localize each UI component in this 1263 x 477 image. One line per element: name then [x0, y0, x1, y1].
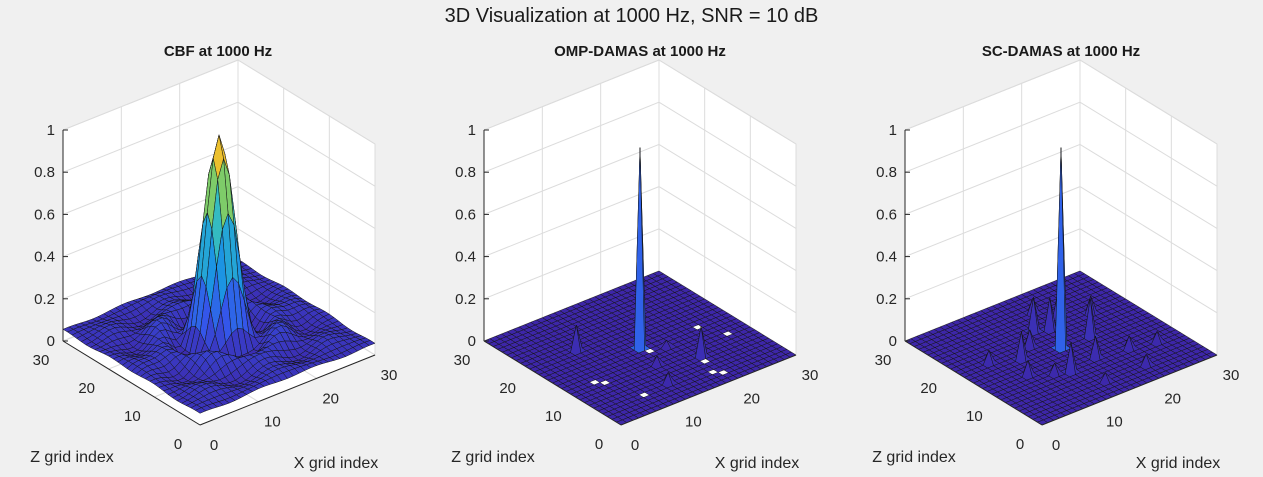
z-grid-axis-label: Z grid index [30, 449, 114, 466]
x-grid-tick-label: 0 [210, 437, 218, 454]
axes-lines [62, 129, 376, 426]
z-tick-label: 0.8 [876, 164, 897, 181]
z-tick-label: 0 [47, 333, 55, 350]
z-grid-tick-label: 10 [545, 408, 562, 425]
z-tick-label: 0.4 [876, 249, 897, 266]
z-grid-axis-label: Z grid index [451, 449, 535, 466]
z-grid-tick-label: 20 [78, 380, 95, 397]
z-grid-tick-label: 0 [1016, 436, 1024, 453]
z-tick-label: 0.2 [455, 291, 476, 308]
axes-lines [483, 129, 797, 426]
x-grid-axis-label: X grid index [1136, 455, 1221, 472]
z-grid-tick-label: 0 [174, 436, 182, 453]
surface-mesh [483, 147, 797, 426]
z-tick-label: 0.6 [34, 206, 55, 223]
surface-mesh [62, 134, 376, 414]
z-tick-label: 0.2 [34, 291, 55, 308]
z-tick-label: 0 [889, 333, 897, 350]
x-grid-tick-label: 20 [322, 390, 339, 407]
surface-mesh [904, 147, 1218, 426]
z-grid-tick-label: 10 [966, 408, 983, 425]
z-tick-label: 0.4 [455, 249, 476, 266]
surface-plot-3: SC-DAMAS at 1000 Hz00.20.40.60.810102030… [872, 43, 1239, 472]
surface-cell [195, 407, 207, 414]
x-grid-tick-label: 0 [631, 437, 639, 454]
z-tick-label: 0.4 [34, 249, 55, 266]
x-grid-axis-label: X grid index [294, 455, 379, 472]
x-grid-tick-label: 30 [381, 367, 398, 384]
x-grid-tick-label: 30 [1223, 367, 1240, 384]
surface-plot-1: CBF at 1000 Hz00.20.40.60.81010203001020… [30, 43, 397, 472]
x-grid-tick-label: 30 [802, 367, 819, 384]
z-tick-label: 1 [47, 122, 55, 139]
surface-cell [595, 377, 607, 383]
z-tick-label: 0.2 [876, 291, 897, 308]
x-grid-tick-label: 10 [264, 414, 281, 431]
subplot-title: SC-DAMAS at 1000 Hz [982, 43, 1140, 60]
z-grid-tick-label: 10 [124, 408, 141, 425]
axes-lines [904, 129, 1218, 426]
x-grid-tick-label: 0 [1052, 437, 1060, 454]
z-grid-axis-line [483, 340, 622, 426]
z-grid-axis-label: Z grid index [872, 449, 956, 466]
subplot-title: OMP-DAMAS at 1000 Hz [554, 43, 726, 60]
z-tick-label: 0.6 [455, 206, 476, 223]
z-grid-tick-label: 30 [875, 352, 892, 369]
z-tick-label: 0 [468, 333, 476, 350]
x-grid-axis-label: X grid index [715, 455, 800, 472]
x-grid-tick-label: 20 [743, 390, 760, 407]
z-grid-tick-label: 20 [499, 380, 516, 397]
z-tick-label: 0.8 [455, 164, 476, 181]
surface-plot-2: OMP-DAMAS at 1000 Hz00.20.40.60.81010203… [451, 43, 818, 472]
z-grid-axis-line [62, 340, 201, 426]
z-grid-axis-line [904, 340, 1043, 426]
z-grid-tick-label: 0 [595, 436, 603, 453]
z-tick-label: 1 [889, 122, 897, 139]
surface-cell [713, 366, 725, 373]
x-grid-tick-label: 10 [1106, 414, 1123, 431]
z-grid-tick-label: 20 [920, 380, 937, 397]
z-tick-label: 0.6 [876, 206, 897, 223]
x-grid-axis-line [199, 354, 376, 426]
x-grid-tick-label: 10 [685, 414, 702, 431]
subplot-title: CBF at 1000 Hz [164, 43, 272, 60]
x-grid-axis-line [1041, 354, 1218, 426]
figure-title: 3D Visualization at 1000 Hz, SNR = 10 dB [444, 5, 819, 27]
z-tick-label: 1 [468, 122, 476, 139]
z-grid-tick-label: 30 [33, 352, 50, 369]
z-tick-label: 0.8 [34, 164, 55, 181]
x-grid-tick-label: 20 [1164, 390, 1181, 407]
z-grid-tick-label: 30 [454, 352, 471, 369]
x-grid-axis-line [620, 354, 797, 426]
